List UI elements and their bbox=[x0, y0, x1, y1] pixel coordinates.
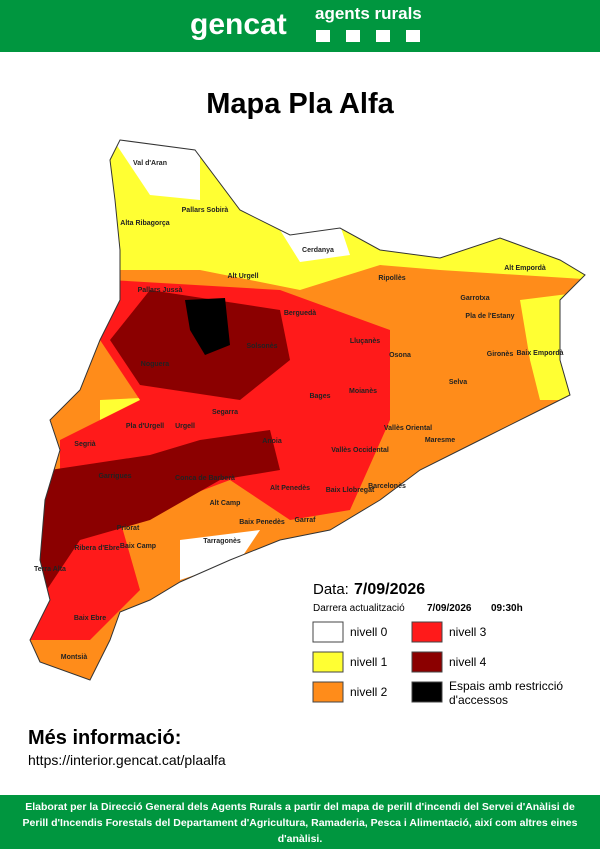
more-info-title: Més informació: bbox=[28, 727, 182, 749]
region-label: Osona bbox=[389, 352, 411, 359]
region-label: Baix Llobregat bbox=[326, 487, 375, 494]
title: Mapa Pla Alfa bbox=[206, 88, 394, 120]
brand: agents rurals bbox=[315, 4, 422, 23]
region-label: Ribera d'Ebre bbox=[74, 545, 119, 552]
region-label: Noguera bbox=[141, 361, 170, 368]
region-label: Segrià bbox=[74, 441, 96, 448]
region-label: Urgell bbox=[175, 423, 195, 430]
region-label: Cerdanya bbox=[302, 247, 334, 254]
area bbox=[30, 430, 280, 600]
region-label: Baix Ebre bbox=[74, 615, 106, 622]
more-info-url: https://interior.gencat.cat/plaalfa bbox=[28, 752, 226, 768]
region-label: Terra Alta bbox=[34, 566, 66, 573]
region-label: Pla de l'Estany bbox=[465, 313, 514, 320]
region-label: Garrotxa bbox=[460, 295, 489, 302]
region-label: Lluçanès bbox=[350, 338, 380, 345]
region-label: Berguedà bbox=[284, 310, 316, 317]
region-label: Pallars Jussà bbox=[138, 287, 183, 294]
region-label: Barcelonès bbox=[368, 483, 406, 490]
map-areas bbox=[30, 140, 585, 680]
square bbox=[316, 30, 330, 42]
square bbox=[346, 30, 360, 42]
footer: Elaborat per la Direcció General dels Ag… bbox=[0, 795, 600, 849]
region-label: Priorat bbox=[117, 525, 140, 532]
region-label: Pla d'Urgell bbox=[126, 423, 164, 430]
area bbox=[185, 298, 230, 355]
header: gencat agents rurals bbox=[0, 0, 600, 52]
region-label: Vallès Occidental bbox=[331, 447, 389, 454]
region-label: Baix Empordà bbox=[516, 350, 563, 357]
region-label: Baix Penedès bbox=[239, 519, 285, 526]
region-label: Selva bbox=[449, 379, 467, 386]
region-label: Moianès bbox=[349, 388, 377, 395]
region-label: Anoia bbox=[262, 438, 282, 445]
region-label: Tarragonès bbox=[203, 538, 241, 545]
region-label: Alta Ribagorça bbox=[120, 220, 170, 227]
region-label: Bages bbox=[309, 393, 330, 400]
region-label: Ripollès bbox=[378, 275, 405, 282]
area bbox=[180, 530, 260, 580]
region-label: Maresme bbox=[425, 437, 455, 444]
region-label: Gironès bbox=[487, 351, 514, 358]
area bbox=[110, 140, 200, 200]
square bbox=[406, 30, 420, 42]
region-label: Alt Empordà bbox=[504, 265, 546, 272]
region-label: Val d'Aran bbox=[133, 160, 167, 167]
region-label: Baix Camp bbox=[120, 543, 156, 550]
square bbox=[376, 30, 390, 42]
region-label: Pallars Sobirà bbox=[182, 207, 229, 214]
region-label: Alt Camp bbox=[210, 500, 241, 507]
region-label: Conca de Barberà bbox=[175, 475, 235, 482]
region-label: Vallès Oriental bbox=[384, 425, 432, 432]
region-label: Montsià bbox=[61, 654, 88, 661]
region-label: Garrigues bbox=[98, 473, 131, 480]
region-label: Garraf bbox=[294, 517, 316, 524]
region-label: Solsonès bbox=[246, 343, 277, 350]
region-label: Alt Urgell bbox=[227, 273, 258, 280]
map: Val d'Aran Pallars Sobirà Alta Ribagorça Ce… bbox=[29, 139, 586, 681]
logo: gencat bbox=[190, 8, 287, 41]
region-label: Segarra bbox=[212, 409, 238, 416]
region-label: Alt Penedès bbox=[270, 485, 310, 492]
